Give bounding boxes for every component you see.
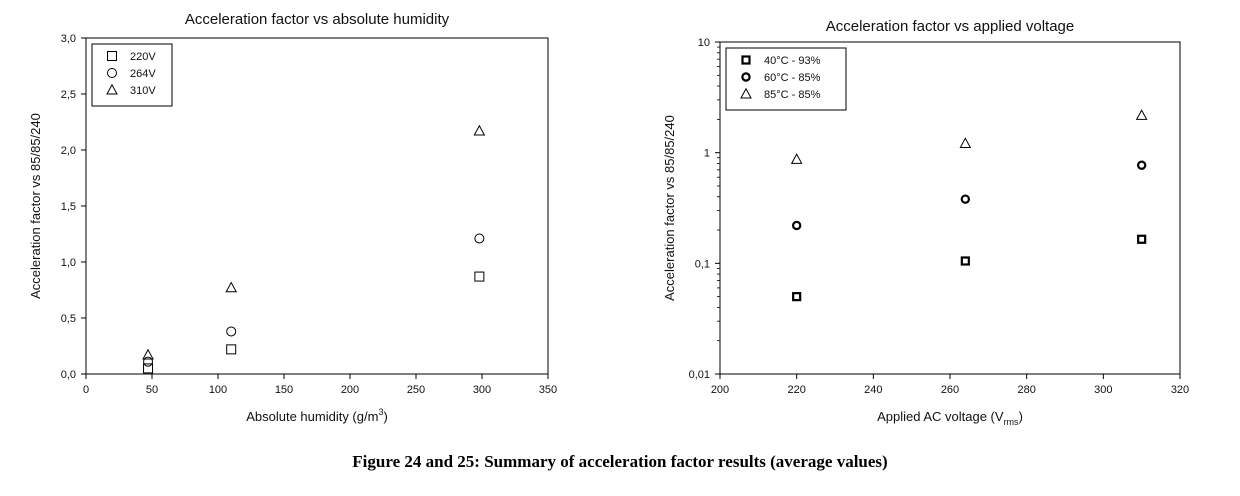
y-tick-label: 1,5: [61, 201, 76, 213]
x-tick-label: 320: [1171, 384, 1189, 396]
x-tick-label: 0: [83, 384, 89, 396]
data-point: [226, 344, 237, 355]
legend-label: 85°C - 85%: [764, 89, 821, 101]
x-tick-label: 240: [864, 384, 882, 396]
legend: 220V 264V 310V: [91, 43, 173, 107]
legend-item: 60°C - 85%: [741, 72, 821, 84]
data-point: [473, 124, 486, 136]
y-tick-label: 2,5: [61, 89, 76, 101]
legend-label: 220V: [130, 51, 156, 63]
data-point: [792, 292, 802, 302]
data-point: [143, 356, 154, 367]
y-tick-label: 3,0: [61, 33, 76, 45]
data-point: [225, 281, 238, 293]
y-axis-label: Acceleration factor vs 85/85/240: [28, 113, 43, 299]
legend-item: 264V: [107, 68, 156, 80]
y-tick-label: 0,1: [695, 258, 710, 270]
data-point: [960, 256, 970, 266]
data-point: [959, 137, 972, 149]
series-triangle: [142, 124, 486, 360]
data-point: [143, 363, 154, 374]
x-tick-label: 50: [146, 384, 158, 396]
x-tick-label: 100: [209, 384, 227, 396]
y-tick-label: 2,0: [61, 145, 76, 157]
y-tick-label: 1,0: [61, 257, 76, 269]
legend-box: [725, 47, 847, 111]
x-tick-label: 150: [275, 384, 293, 396]
legend-box: [91, 43, 173, 107]
legend-item: 310V: [106, 83, 156, 97]
y-axis-label: Acceleration factor vs 85/85/240: [662, 115, 677, 301]
data-point: [790, 153, 803, 164]
x-tick-label: 260: [941, 384, 959, 396]
legend-item: 40°C - 93%: [741, 55, 821, 67]
data-point: [474, 233, 485, 244]
legend-marker: [741, 55, 751, 65]
x-axis-label: Applied AC voltage (Vrms): [877, 409, 1023, 427]
legend-marker: [740, 87, 752, 99]
legend-item: 220V: [107, 51, 156, 63]
data-point: [142, 348, 154, 360]
legend-marker: [106, 83, 118, 95]
legend-label: 40°C - 93%: [764, 55, 821, 67]
series-triangle: [790, 109, 1148, 164]
x-axis-label: Absolute humidity (g/m3): [246, 407, 388, 424]
series-square: [143, 271, 485, 374]
legend-marker: [107, 51, 117, 61]
x-tick-label: 300: [473, 384, 491, 396]
legend-marker: [741, 72, 751, 82]
y-tick-label: 10: [698, 37, 710, 49]
y-tick-label: 0,01: [689, 369, 710, 381]
chart-title: Acceleration factor vs absolute humidity: [185, 11, 450, 28]
data-point: [960, 194, 971, 204]
y-tick-label: 0,0: [61, 369, 76, 381]
data-point: [1137, 234, 1147, 244]
legend-marker: [107, 68, 117, 78]
series-circle: [143, 233, 485, 367]
x-tick-label: 220: [787, 384, 805, 396]
legend-label: 60°C - 85%: [764, 72, 821, 84]
data-point: [791, 220, 802, 231]
x-tick-label: 200: [341, 384, 359, 396]
legend-label: 310V: [130, 85, 156, 97]
x-tick-label: 200: [711, 384, 729, 396]
legend-label: 264V: [130, 68, 156, 80]
legend-item: 85°C - 85%: [740, 87, 821, 101]
figure-canvas: Acceleration factor vs absolute humidity…: [28, 11, 1189, 427]
chart-title: Acceleration factor vs applied voltage: [826, 18, 1074, 35]
series-circle-dot: [791, 160, 1147, 231]
data-point: [474, 271, 485, 282]
series-square-dot: [792, 234, 1147, 302]
y-tick-label: 0,5: [61, 313, 76, 325]
x-tick-label: 250: [407, 384, 425, 396]
chart-1: Acceleration factor vs absolute humidity…: [28, 11, 557, 424]
x-tick-label: 350: [539, 384, 557, 396]
data-point: [226, 326, 237, 337]
x-tick-label: 300: [1094, 384, 1112, 396]
figure-caption: Figure 24 and 25: Summary of acceleratio…: [352, 452, 888, 471]
x-tick-label: 280: [1017, 384, 1035, 396]
legend: 40°C - 93% 60°C - 85% 85°C - 85%: [725, 47, 847, 111]
data-point: [1135, 109, 1148, 120]
y-tick-label: 1: [704, 148, 710, 160]
chart-2: Acceleration factor vs applied voltage 20…: [662, 18, 1189, 427]
data-point: [1136, 160, 1147, 170]
